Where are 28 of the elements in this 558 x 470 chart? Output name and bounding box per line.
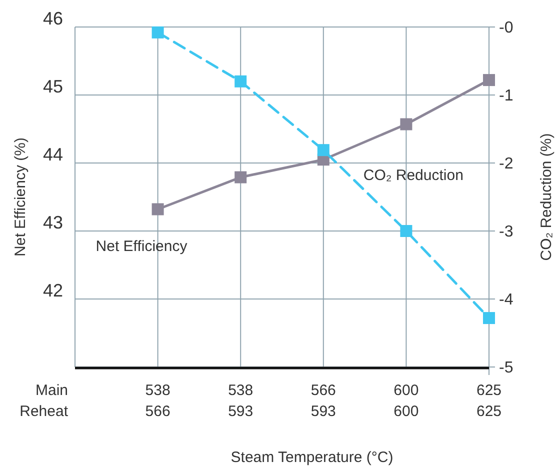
x-tick-label: 538 566 <box>145 382 170 420</box>
text: Net Efficiency <box>96 238 188 255</box>
y2-tick-label: -0 <box>499 20 514 37</box>
point <box>234 75 247 88</box>
text: Main <box>35 382 68 399</box>
x-tick-label: 566 593 <box>310 382 336 420</box>
y-tick-label: 45 <box>42 76 63 96</box>
x-tick-label: 625 625 <box>476 382 502 420</box>
point <box>483 312 495 324</box>
y-tick-label: 44 <box>42 144 63 164</box>
y2-tick-label: -5 <box>499 360 514 377</box>
y2-tick-label: -2 <box>499 156 514 173</box>
y2-tick-label: -4 <box>499 292 514 309</box>
x-axis-title: Steam Temperature (°C) <box>230 449 394 466</box>
y2-axis-title: CO₂ Reduction (%) <box>538 133 555 261</box>
point <box>317 144 330 156</box>
y2-tick-label: -3 <box>499 224 514 241</box>
point <box>152 26 164 38</box>
text: Reheat <box>20 403 69 420</box>
point <box>400 225 412 237</box>
y-tick-label: 43 <box>42 212 63 232</box>
x-tick-label: 538 593 <box>228 382 254 420</box>
x-tick-label: 600 600 <box>394 382 419 420</box>
series-label: CO₂ Reduction <box>363 167 464 184</box>
y2-tick-label: -1 <box>499 88 514 105</box>
y-axis-title: Net Efficiency (%) <box>12 138 29 256</box>
y-tick-label: 42 <box>42 280 63 300</box>
y-tick-label: 46 <box>42 8 63 28</box>
